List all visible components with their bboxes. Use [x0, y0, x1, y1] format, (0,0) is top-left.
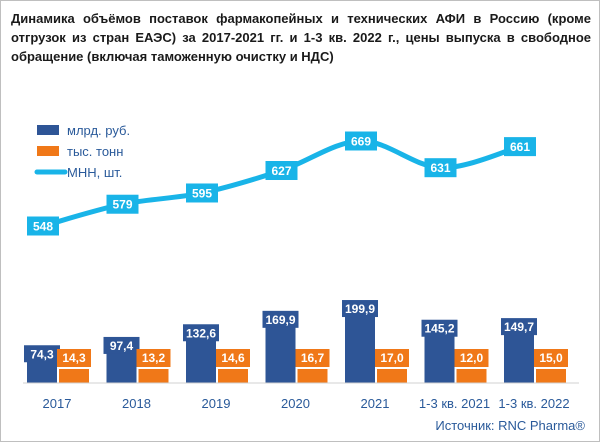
x-tick-label: 2017	[43, 396, 72, 411]
bar-rub-label: 132,6	[186, 326, 216, 340]
line-mnn-label: 669	[351, 135, 371, 149]
line-mnn-label: 631	[430, 161, 450, 175]
line-mnn-label: 548	[33, 220, 53, 234]
bar-tonn-label-bg	[454, 349, 489, 367]
bar-tonn	[218, 369, 248, 383]
line-mnn-label-bg	[106, 194, 139, 214]
bar-tonn	[536, 369, 566, 383]
x-tick-label: 1-3 кв. 2021	[419, 396, 490, 411]
bar-rub-label: 74,3	[30, 347, 54, 361]
bar-rub-label: 149,7	[504, 320, 534, 334]
bar-rub-label-bg	[342, 300, 378, 318]
bar-tonn	[297, 369, 328, 383]
bar-tonn-label: 16,7	[301, 351, 325, 365]
bar-tonn-label-bg	[57, 349, 91, 367]
line-mnn-label: 595	[192, 186, 212, 200]
bar-tonn-label: 13,2	[142, 351, 166, 365]
bar-rub	[186, 335, 216, 383]
bar-rub-label-bg	[262, 310, 299, 328]
bar-tonn	[59, 369, 89, 383]
bar-tonn	[456, 369, 487, 383]
line-mnn-label-bg	[345, 131, 377, 151]
line-mnn-label-bg	[504, 137, 536, 157]
line-mnn-label-bg	[424, 158, 457, 178]
bar-rub-label-bg	[183, 324, 219, 342]
x-tick-label: 2021	[361, 396, 390, 411]
bar-rub	[504, 329, 534, 383]
legend-label-rub: млрд. руб.	[67, 123, 130, 138]
legend-label-tonn: тыс. тонн	[67, 144, 123, 159]
bar-tonn-label: 15,0	[539, 351, 563, 365]
bar-tonn-label-bg	[295, 349, 330, 367]
x-tick-label: 1-3 кв. 2022	[498, 396, 569, 411]
bar-rub-label: 97,4	[110, 339, 134, 353]
bar-tonn-label-bg	[375, 349, 409, 367]
bar-tonn	[138, 369, 169, 383]
line-mnn-label-bg	[265, 161, 298, 181]
line-mnn-label-bg	[27, 216, 59, 236]
chart-title: Динамика объёмов поставок фармакопейных …	[11, 11, 591, 64]
bar-tonn-label: 12,0	[460, 351, 484, 365]
bar-rub-label-bg	[24, 345, 60, 363]
bar-rub-label-bg	[103, 336, 140, 354]
bar-tonn-label-bg	[136, 349, 171, 367]
bar-tonn-label-bg	[534, 349, 568, 367]
bar-rub-label-bg	[501, 318, 537, 336]
bar-rub-label: 199,9	[345, 302, 375, 316]
x-tick-label: 2020	[281, 396, 310, 411]
x-tick-label: 2018	[122, 396, 151, 411]
x-tick-label: 2019	[202, 396, 231, 411]
bar-tonn-label-bg	[216, 349, 250, 367]
legend-swatch-tonn	[37, 146, 59, 156]
bar-rub	[424, 330, 455, 383]
bar-rub	[345, 311, 375, 383]
bar-rub-label: 145,2	[424, 322, 454, 336]
bar-rub-label: 169,9	[265, 313, 295, 327]
bar-tonn-label: 14,3	[62, 351, 86, 365]
source-note: Источник: RNC Pharma®	[435, 418, 585, 433]
line-mnn-label: 661	[510, 140, 530, 154]
bar-tonn	[377, 369, 407, 383]
line-mnn-label: 579	[112, 198, 132, 212]
legend-swatch-rub	[37, 125, 59, 135]
bar-tonn-label: 17,0	[380, 351, 404, 365]
bar-tonn-label: 14,6	[221, 351, 245, 365]
bar-rub	[265, 321, 296, 383]
line-mnn-label: 627	[271, 164, 291, 178]
bar-rub-label-bg	[421, 319, 458, 337]
legend-label-mnn: МНН, шт.	[67, 165, 122, 180]
line-mnn-label-bg	[186, 183, 218, 203]
